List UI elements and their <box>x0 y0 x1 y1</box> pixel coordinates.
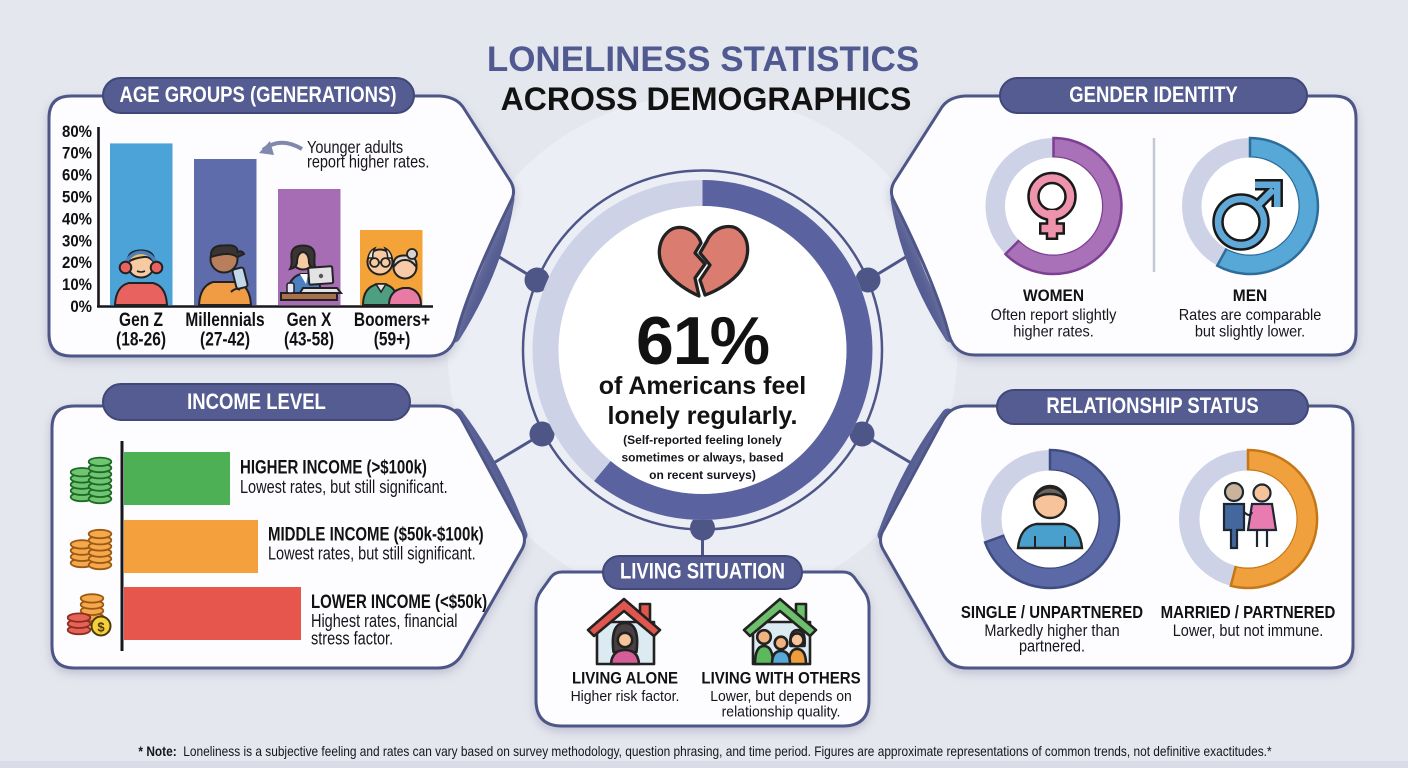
svg-text:LIVING WITH OTHERS: LIVING WITH OTHERS <box>701 670 860 688</box>
svg-text:Markedly higher than: Markedly higher than <box>984 622 1119 640</box>
svg-text:20%: 20% <box>62 255 92 273</box>
svg-text:$: $ <box>97 620 105 635</box>
svg-text:on recent surveys): on recent surveys) <box>649 468 756 482</box>
svg-text:Rates are comparable: Rates are comparable <box>1179 306 1322 324</box>
svg-text:stress factor.: stress factor. <box>311 628 393 649</box>
svg-text:Lower, but depends on: Lower, but depends on <box>710 689 852 706</box>
svg-text:0%: 0% <box>70 298 92 316</box>
svg-text:AGE GROUPS (GENERATIONS): AGE GROUPS (GENERATIONS) <box>119 82 396 107</box>
svg-text:report higher rates.: report higher rates. <box>307 153 429 171</box>
svg-text:SINGLE / UNPARTNERED: SINGLE / UNPARTNERED <box>961 603 1143 622</box>
svg-text:GENDER IDENTITY: GENDER IDENTITY <box>1069 82 1238 107</box>
svg-text:of Americans feel: of Americans feel <box>599 372 806 400</box>
svg-text:Gen X: Gen X <box>287 308 332 330</box>
svg-text:MEN: MEN <box>1233 286 1267 305</box>
svg-text:Lower, but not immune.: Lower, but not immune. <box>1173 622 1324 640</box>
svg-text:(59+): (59+) <box>374 328 411 350</box>
svg-text:Gen Z: Gen Z <box>119 308 163 330</box>
svg-text:INCOME LEVEL: INCOME LEVEL <box>187 389 326 414</box>
svg-text:LONELINESS STATISTICS: LONELINESS STATISTICS <box>487 40 919 79</box>
svg-text:(27-42): (27-42) <box>200 328 250 350</box>
svg-text:WOMEN: WOMEN <box>1023 286 1084 305</box>
svg-text:Boomers+: Boomers+ <box>354 308 430 330</box>
svg-text:60%: 60% <box>62 167 92 185</box>
svg-text:MIDDLE INCOME ($50k-$100k): MIDDLE INCOME ($50k-$100k) <box>268 522 484 544</box>
svg-text:LIVING ALONE: LIVING ALONE <box>572 670 678 688</box>
svg-text:LOWER INCOME (<$50k): LOWER INCOME (<$50k) <box>311 590 487 612</box>
svg-text:but slightly lower.: but slightly lower. <box>1195 323 1305 341</box>
svg-text:80%: 80% <box>62 123 92 141</box>
svg-text:70%: 70% <box>62 145 92 163</box>
svg-text:relationship quality.: relationship quality. <box>722 704 841 721</box>
svg-text:lonely regularly.: lonely regularly. <box>608 402 798 430</box>
svg-text:Highest rates, financial: Highest rates, financial <box>311 610 458 631</box>
svg-text:RELATIONSHIP STATUS: RELATIONSHIP STATUS <box>1046 393 1258 418</box>
svg-text:MARRIED / PARTNERED: MARRIED / PARTNERED <box>1161 603 1336 622</box>
svg-text:50%: 50% <box>62 189 92 207</box>
svg-text:Lowest rates, but still signif: Lowest rates, but still significant. <box>268 543 476 564</box>
svg-text:ACROSS DEMOGRAPHICS: ACROSS DEMOGRAPHICS <box>501 81 912 117</box>
svg-text:(Self-reported feeling lonely: (Self-reported feeling lonely <box>623 433 782 447</box>
svg-text:partnered.: partnered. <box>1019 638 1085 656</box>
svg-text:* Note: Loneliness is a subje: * Note: Loneliness is a subjective feeli… <box>138 743 1271 759</box>
svg-text:Younger adults: Younger adults <box>307 139 403 157</box>
svg-text:LIVING SITUATION: LIVING SITUATION <box>620 559 785 584</box>
svg-text:Millennials: Millennials <box>185 308 264 330</box>
svg-text:(43-58): (43-58) <box>284 328 334 350</box>
svg-text:HIGHER INCOME (>$100k): HIGHER INCOME (>$100k) <box>240 456 427 478</box>
svg-text:sometimes or always, based: sometimes or always, based <box>621 451 783 465</box>
svg-text:61%: 61% <box>636 303 769 379</box>
svg-text:40%: 40% <box>62 211 92 229</box>
svg-text:Higher risk factor.: Higher risk factor. <box>571 689 680 706</box>
svg-text:10%: 10% <box>62 276 92 294</box>
svg-text:30%: 30% <box>62 233 92 251</box>
svg-text:higher rates.: higher rates. <box>1013 323 1094 341</box>
svg-text:Lowest rates, but still signif: Lowest rates, but still significant. <box>240 476 448 497</box>
svg-text:Often report slightly: Often report slightly <box>991 306 1117 324</box>
svg-text:(18-26): (18-26) <box>116 328 166 350</box>
